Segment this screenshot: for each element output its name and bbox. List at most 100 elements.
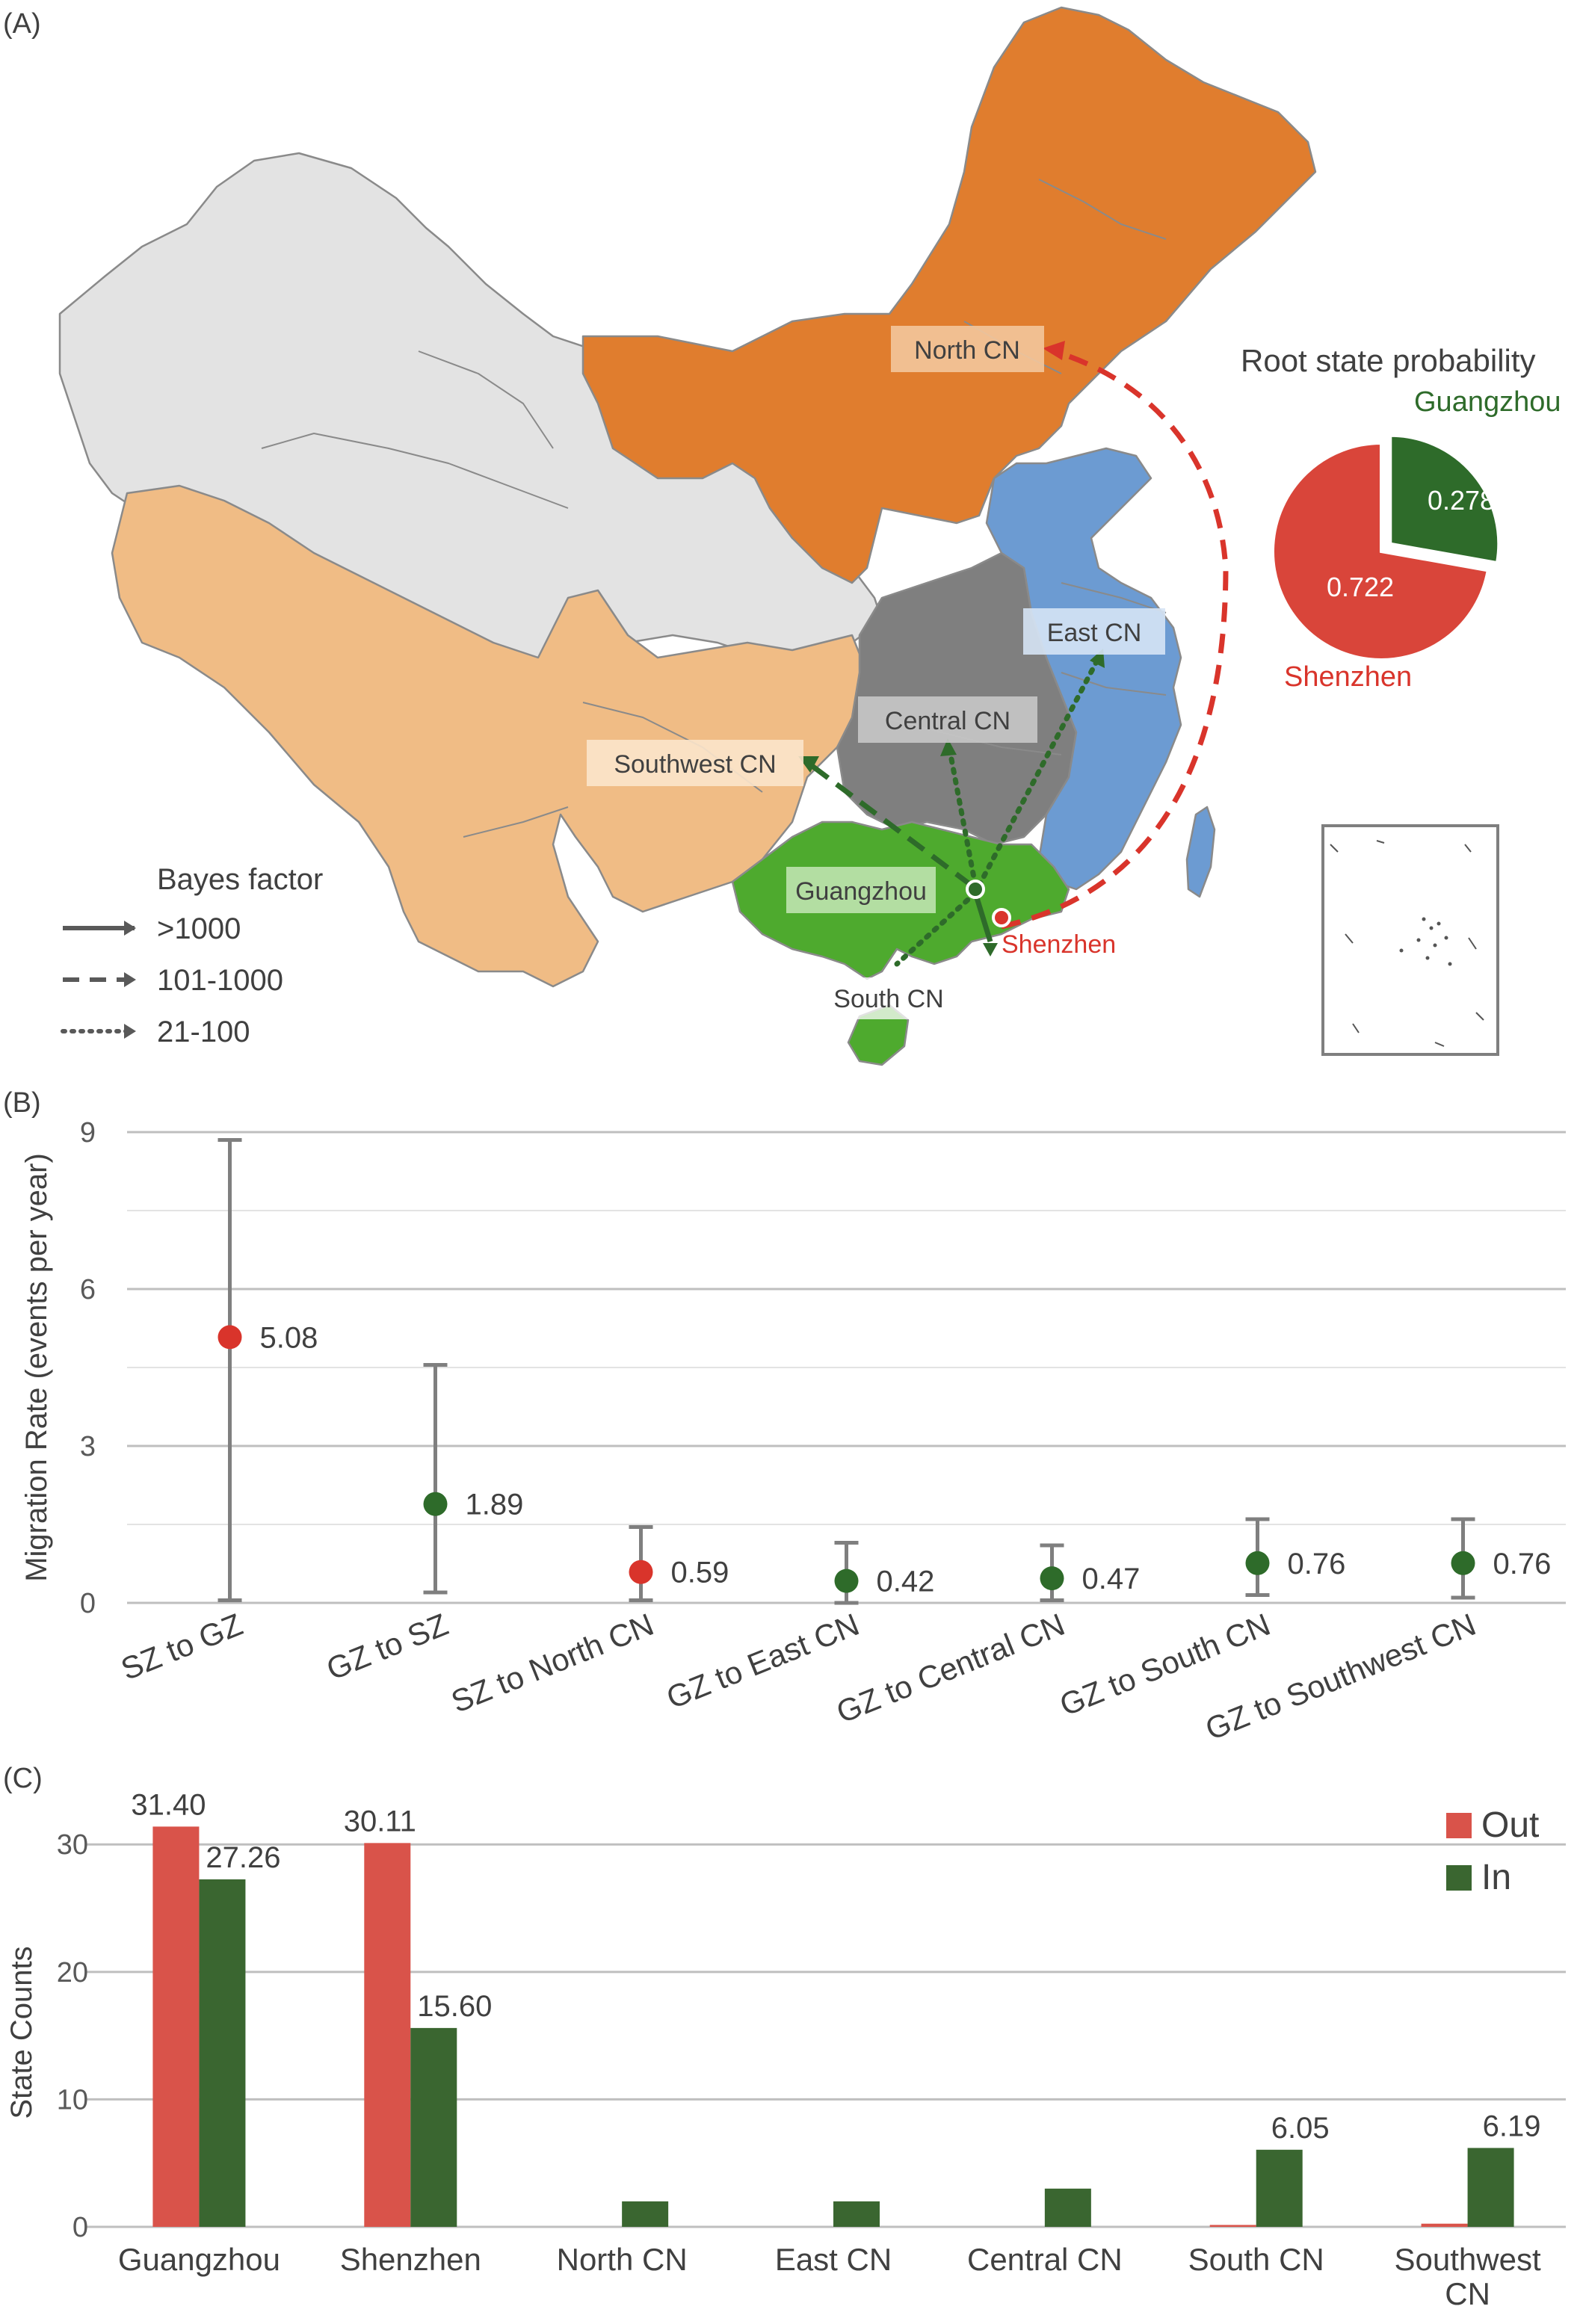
- label-shenzhen: Shenzhen: [1002, 930, 1116, 959]
- panel-label-a: (A): [3, 8, 41, 40]
- data-label: 1.89: [466, 1489, 524, 1521]
- bar-out: [152, 1826, 200, 2227]
- label-guangzhou: Guangzhou: [795, 877, 927, 906]
- pie-value-guangzhou: 0.278: [1428, 485, 1495, 516]
- data-label: 15.60: [417, 1990, 492, 2023]
- x-tick-label: Southwest: [1395, 2242, 1541, 2277]
- chart-c-ylabel: State Counts: [5, 1946, 38, 2119]
- data-label: 0.76: [1288, 1548, 1346, 1580]
- data-label: 0.47: [1082, 1563, 1141, 1595]
- label-north-cn: North CN: [914, 336, 1020, 365]
- y-tick-label: 3: [80, 1431, 96, 1462]
- guangzhou-marker: [966, 880, 985, 899]
- data-label: 30.11: [344, 1805, 416, 1838]
- bar-in: [1467, 2148, 1514, 2227]
- pie-title: Root state probability: [1241, 343, 1536, 378]
- x-tick-label: CN: [1445, 2276, 1490, 2311]
- data-label: 0.76: [1493, 1548, 1552, 1580]
- data-label: 0.42: [877, 1566, 935, 1598]
- data-point: [1245, 1551, 1270, 1575]
- region-east: [985, 447, 1182, 891]
- x-tick-label: Central CN: [967, 2242, 1123, 2277]
- legend-label-out: Out: [1481, 1805, 1539, 1845]
- y-tick-label: 9: [80, 1117, 96, 1149]
- region-taiwan: [1185, 806, 1216, 898]
- bar-out: [364, 1843, 411, 2227]
- panel-label-b: (B): [3, 1087, 41, 1119]
- legend-label-dotted: 21-100: [157, 1016, 250, 1048]
- arrow-sz-north: [1001, 348, 1229, 930]
- data-label: 6.19: [1483, 2110, 1541, 2142]
- x-tick-label: North CN: [557, 2242, 688, 2277]
- bayes-legend-title: Bayes factor: [157, 863, 323, 896]
- legend-swatch-in: [1446, 1865, 1472, 1891]
- y-tick-label: 20: [57, 1957, 88, 1988]
- y-tick-label: 6: [80, 1274, 96, 1305]
- x-tick-label: GZ to SZ: [321, 1607, 453, 1687]
- bar-in: [1256, 2149, 1303, 2227]
- arrow-gz-south: [894, 890, 978, 967]
- pie-label-guangzhou: Guangzhou: [1414, 386, 1561, 418]
- bar-in: [199, 1879, 246, 2227]
- legend-label-solid: >1000: [157, 912, 241, 945]
- bar-in: [1044, 2188, 1091, 2227]
- bar-out: [1421, 2223, 1468, 2227]
- pie-label-shenzhen: Shenzhen: [1284, 661, 1412, 693]
- legend-dotted-arrowhead: [124, 1024, 136, 1039]
- legend-label-dashed: 101-1000: [157, 964, 283, 997]
- label-southwest-cn: Southwest CN: [614, 750, 776, 779]
- y-tick-label: 0: [80, 1588, 96, 1619]
- arrow-gz-central: [946, 744, 978, 889]
- data-label: 0.59: [671, 1557, 729, 1589]
- x-tick-label: Shenzhen: [340, 2242, 481, 2277]
- region-north: [581, 6, 1317, 584]
- x-tick-label: GZ to Central CN: [831, 1607, 1069, 1730]
- region-southwest: [111, 484, 868, 988]
- x-tick-label: East CN: [775, 2242, 892, 2277]
- data-point: [217, 1325, 242, 1350]
- map-labels: North CN East CN Central CN Southwest CN…: [587, 326, 1165, 1019]
- data-point: [1040, 1566, 1064, 1591]
- bar-in: [833, 2201, 880, 2227]
- legend-solid-arrowhead: [124, 921, 136, 936]
- bar-in: [622, 2201, 669, 2227]
- data-label: 31.40: [131, 1788, 206, 1821]
- pie-slice-guangzhou: [1389, 433, 1501, 565]
- label-south-cn: South CN: [833, 985, 943, 1013]
- label-east-cn: East CN: [1047, 619, 1142, 647]
- data-point: [834, 1569, 859, 1593]
- migration-arrows: [798, 341, 1229, 967]
- arrow-gz-southwest: [805, 760, 974, 888]
- migration-rate-chart: 0 3 6 9 5.08 1.89 0.59 0.42 0.47 0.76 0.76 SZ to …: [20, 1117, 1566, 1747]
- data-point: [1451, 1551, 1475, 1575]
- data-label: 5.08: [260, 1321, 318, 1354]
- arrow-sz-north-head: [1043, 341, 1065, 360]
- data-point: [423, 1492, 448, 1516]
- arrow-gz-east: [976, 655, 1102, 889]
- y-tick-label: 0: [72, 2212, 88, 2243]
- data-label: 6.05: [1271, 2112, 1330, 2145]
- arrow-gz-central-head: [940, 738, 957, 756]
- x-tick-label: SZ to GZ: [116, 1607, 247, 1687]
- shenzhen-marker: [992, 908, 1011, 927]
- y-tick-label: 30: [57, 1829, 88, 1861]
- panel-label-c: (C): [3, 1763, 43, 1794]
- label-central-cn: Central CN: [885, 707, 1010, 735]
- legend-swatch-out: [1446, 1813, 1472, 1838]
- bayes-legend: Bayes factor >1000 101-1000 21-100: [61, 863, 323, 1048]
- root-state-pie: Root state probability Guangzhou Shenzhe…: [1241, 343, 1561, 693]
- pie-value-shenzhen: 0.722: [1327, 572, 1394, 602]
- arrow-gz-sz: [972, 891, 993, 943]
- china-map: [58, 6, 1317, 1066]
- bar-out: [1209, 2225, 1256, 2227]
- x-tick-label: Guangzhou: [118, 2242, 280, 2277]
- chart-b-ylabel: Migration Rate (events per year): [20, 1153, 53, 1582]
- x-tick-label: SZ to North CN: [446, 1607, 658, 1719]
- y-tick-label: 10: [57, 2084, 88, 2116]
- data-label: 27.26: [206, 1841, 280, 1874]
- legend-label-in: In: [1481, 1858, 1511, 1897]
- south-china-sea-inset: [1321, 824, 1499, 1056]
- data-point: [629, 1560, 653, 1584]
